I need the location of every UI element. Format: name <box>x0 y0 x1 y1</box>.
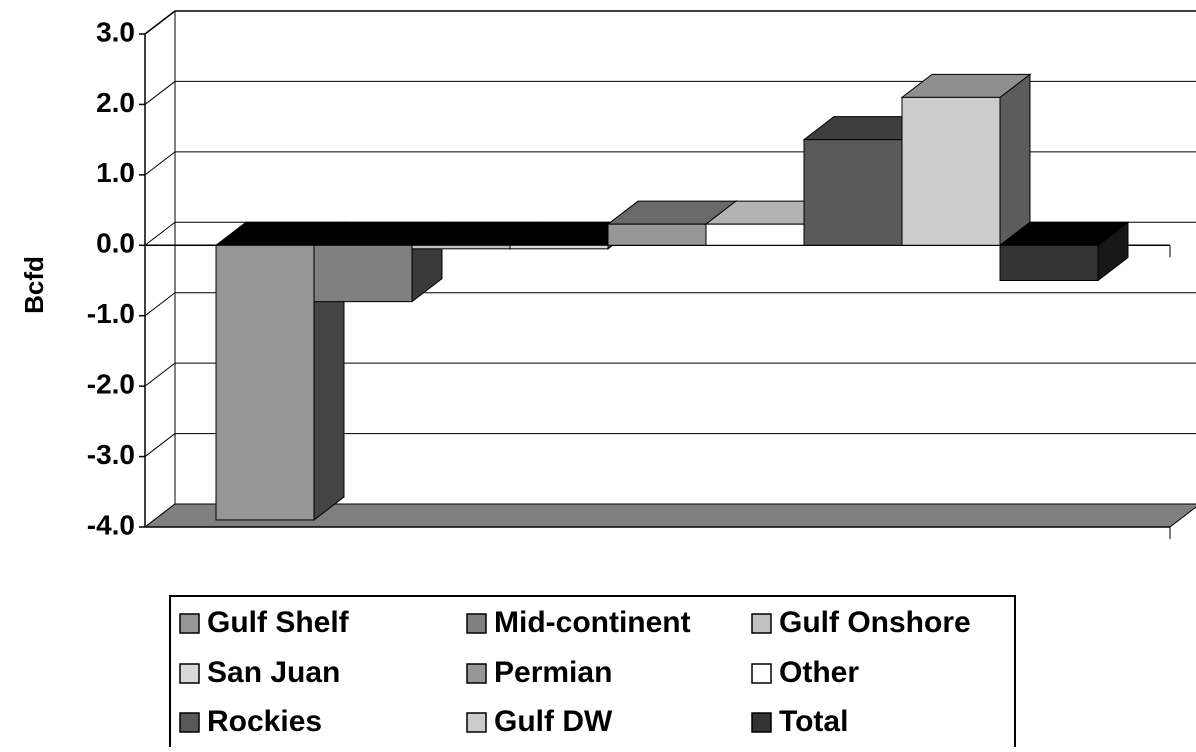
bar <box>607 223 707 246</box>
legend-label: San Juan <box>207 656 340 689</box>
legend-swatch <box>751 663 772 684</box>
legend-swatch <box>751 613 772 634</box>
legend-swatch <box>751 712 772 733</box>
y-tick-label: -2.0 <box>87 369 135 400</box>
legend-swatch <box>466 613 487 634</box>
legend-label: Mid-continent <box>494 606 691 639</box>
legend-swatch <box>179 663 200 684</box>
legend-label: Permian <box>494 656 612 689</box>
y-tick-label: 1.0 <box>96 157 135 188</box>
legend-label: Other <box>779 656 859 689</box>
grid-line <box>144 221 176 246</box>
y-tick-label: 2.0 <box>96 87 135 118</box>
legend-swatch <box>179 712 200 733</box>
bar-side <box>999 73 1031 247</box>
grid-line <box>144 151 176 176</box>
legend-label: Gulf Shelf <box>207 606 350 639</box>
bar <box>215 244 315 521</box>
legend-label: Rockies <box>207 705 322 738</box>
y-tick-label: 0.0 <box>96 228 135 259</box>
legend-label: Gulf DW <box>494 705 613 738</box>
legend-swatch <box>466 663 487 684</box>
bar <box>313 244 413 303</box>
legend-swatch <box>179 613 200 634</box>
bar <box>901 96 1001 246</box>
y-axis-label: Bcfd <box>19 256 49 314</box>
legend <box>169 595 1016 749</box>
grid-line <box>144 81 176 105</box>
grid-line <box>144 433 176 457</box>
bar <box>705 223 805 246</box>
y-tick-label: -1.0 <box>87 298 135 329</box>
grid-line <box>144 10 176 35</box>
grid-line <box>144 362 176 387</box>
y-tick-label: 3.0 <box>96 16 135 47</box>
bar <box>509 244 609 250</box>
legend-swatch <box>466 712 487 733</box>
bar <box>803 139 903 246</box>
legend-label: Gulf Onshore <box>779 606 971 639</box>
y-tick-label: -4.0 <box>87 509 135 540</box>
bar <box>411 244 511 250</box>
y-tick-label: -3.0 <box>87 439 135 470</box>
legend-label: Total <box>779 705 848 738</box>
grid-line <box>144 292 176 317</box>
bar <box>999 244 1099 282</box>
